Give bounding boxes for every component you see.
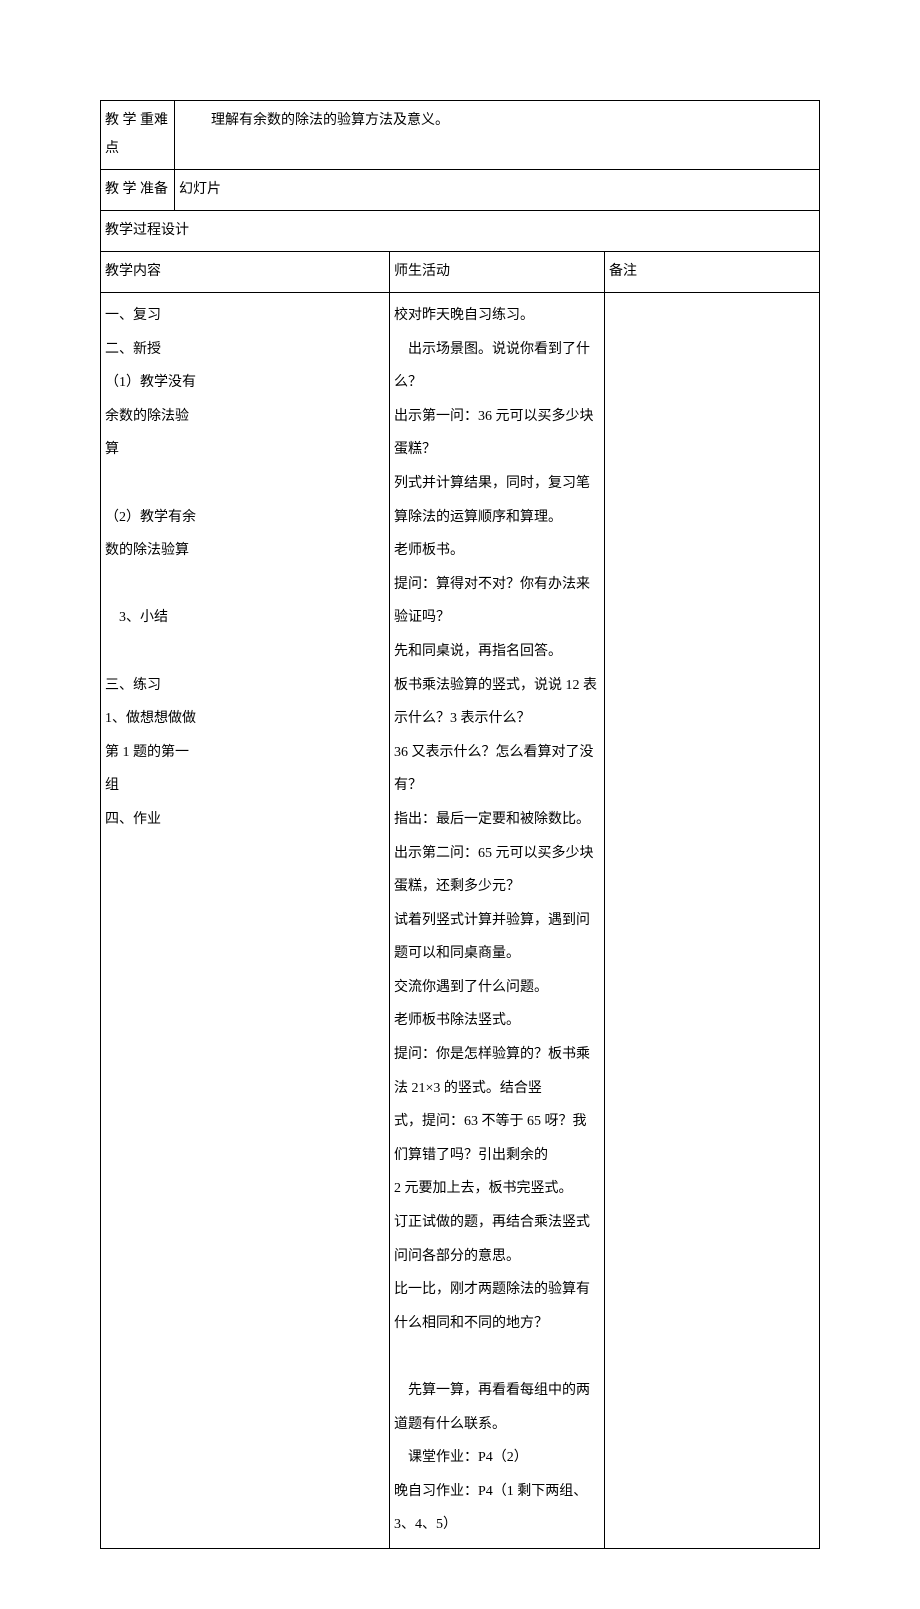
header-activity: 师生活动	[390, 252, 605, 293]
body-left: 一、复习二、新授（1）教学没有余数的除法验算 （2）教学有余数的除法验算 3、小…	[101, 293, 390, 1549]
left-line: （2）教学有余	[105, 501, 385, 535]
left-line: （1）教学没有	[105, 366, 385, 400]
row-preparation: 教 学 准备 幻灯片	[101, 170, 820, 211]
left-line: 3、小结	[105, 601, 385, 635]
mid-line: 交流你遇到了什么问题。	[394, 971, 600, 1005]
header-remark: 备注	[605, 252, 820, 293]
mid-line: 列式并计算结果，同时，复习笔算除法的运算顺序和算理。	[394, 467, 600, 534]
row-subheader: 教学内容 师生活动 备注	[101, 252, 820, 293]
label-process: 教学过程设计	[101, 211, 820, 252]
mid-line: 出示场景图。说说你看到了什么？	[394, 333, 600, 400]
document-page: 教 学 重难点 理解有余数的除法的验算方法及意义。 教 学 准备 幻灯片 教学过…	[0, 0, 920, 1609]
row-process-header: 教学过程设计	[101, 211, 820, 252]
left-line: 1、做想想做做	[105, 702, 385, 736]
mid-line: 比一比，刚才两题除法的验算有什么相同和不同的地方？	[394, 1273, 600, 1340]
left-line	[105, 635, 385, 669]
mid-line: 先和同桌说，再指名回答。	[394, 635, 600, 669]
left-line: 组	[105, 769, 385, 803]
left-line: 余数的除法验	[105, 400, 385, 434]
row-body: 一、复习二、新授（1）教学没有余数的除法验算 （2）教学有余数的除法验算 3、小…	[101, 293, 820, 1549]
left-line: 数的除法验算	[105, 534, 385, 568]
left-line	[105, 467, 385, 501]
left-line: 一、复习	[105, 299, 385, 333]
label-key-points: 教 学 重难点	[101, 101, 175, 170]
header-content: 教学内容	[101, 252, 390, 293]
mid-line: 先算一算，再看看每组中的两道题有什么联系。	[394, 1374, 600, 1441]
row-key-points: 教 学 重难点 理解有余数的除法的验算方法及意义。	[101, 101, 820, 170]
lesson-plan-table: 教 学 重难点 理解有余数的除法的验算方法及意义。 教 学 准备 幻灯片 教学过…	[100, 100, 820, 1549]
mid-line: 课堂作业：P4（2）	[394, 1441, 600, 1475]
label-preparation: 教 学 准备	[101, 170, 175, 211]
left-line: 二、新授	[105, 333, 385, 367]
left-line: 算	[105, 433, 385, 467]
mid-line: 出示第二问：65 元可以买多少块蛋糕，还剩多少元？	[394, 837, 600, 904]
mid-line: 指出：最后一定要和被除数比。	[394, 803, 600, 837]
body-mid: 校对昨天晚自习练习。 出示场景图。说说你看到了什么？出示第一问：36 元可以买多…	[390, 293, 605, 1549]
mid-line: 出示第一问：36 元可以买多少块蛋糕？	[394, 400, 600, 467]
mid-line: 板书乘法验算的竖式，说说 12 表示什么？3 表示什么？	[394, 669, 600, 736]
mid-line: 2 元要加上去，板书完竖式。	[394, 1172, 600, 1206]
mid-line	[394, 1340, 600, 1374]
mid-line: 式，提问：63 不等于 65 呀？我们算错了吗？引出剩余的	[394, 1105, 600, 1172]
mid-line: 老师板书除法竖式。	[394, 1004, 600, 1038]
left-line	[105, 568, 385, 602]
mid-line: 提问：你是怎样验算的？板书乘法 21×3 的竖式。结合竖	[394, 1038, 600, 1105]
mid-line: 校对昨天晚自习练习。	[394, 299, 600, 333]
content-preparation: 幻灯片	[175, 170, 820, 211]
mid-line: 试着列竖式计算并验算，遇到问题可以和同桌商量。	[394, 904, 600, 971]
left-line: 第 1 题的第一	[105, 736, 385, 770]
body-right	[605, 293, 820, 1549]
mid-line: 订正试做的题，再结合乘法竖式问问各部分的意思。	[394, 1206, 600, 1273]
mid-line: 提问：算得对不对？你有办法来验证吗？	[394, 568, 600, 635]
mid-line: 晚自习作业：P4（1 剩下两组、3、4、5）	[394, 1475, 600, 1542]
content-key-points: 理解有余数的除法的验算方法及意义。	[175, 101, 820, 170]
mid-line: 老师板书。	[394, 534, 600, 568]
mid-line: 36 又表示什么？怎么看算对了没有？	[394, 736, 600, 803]
left-line: 三、练习	[105, 669, 385, 703]
left-line: 四、作业	[105, 803, 385, 837]
